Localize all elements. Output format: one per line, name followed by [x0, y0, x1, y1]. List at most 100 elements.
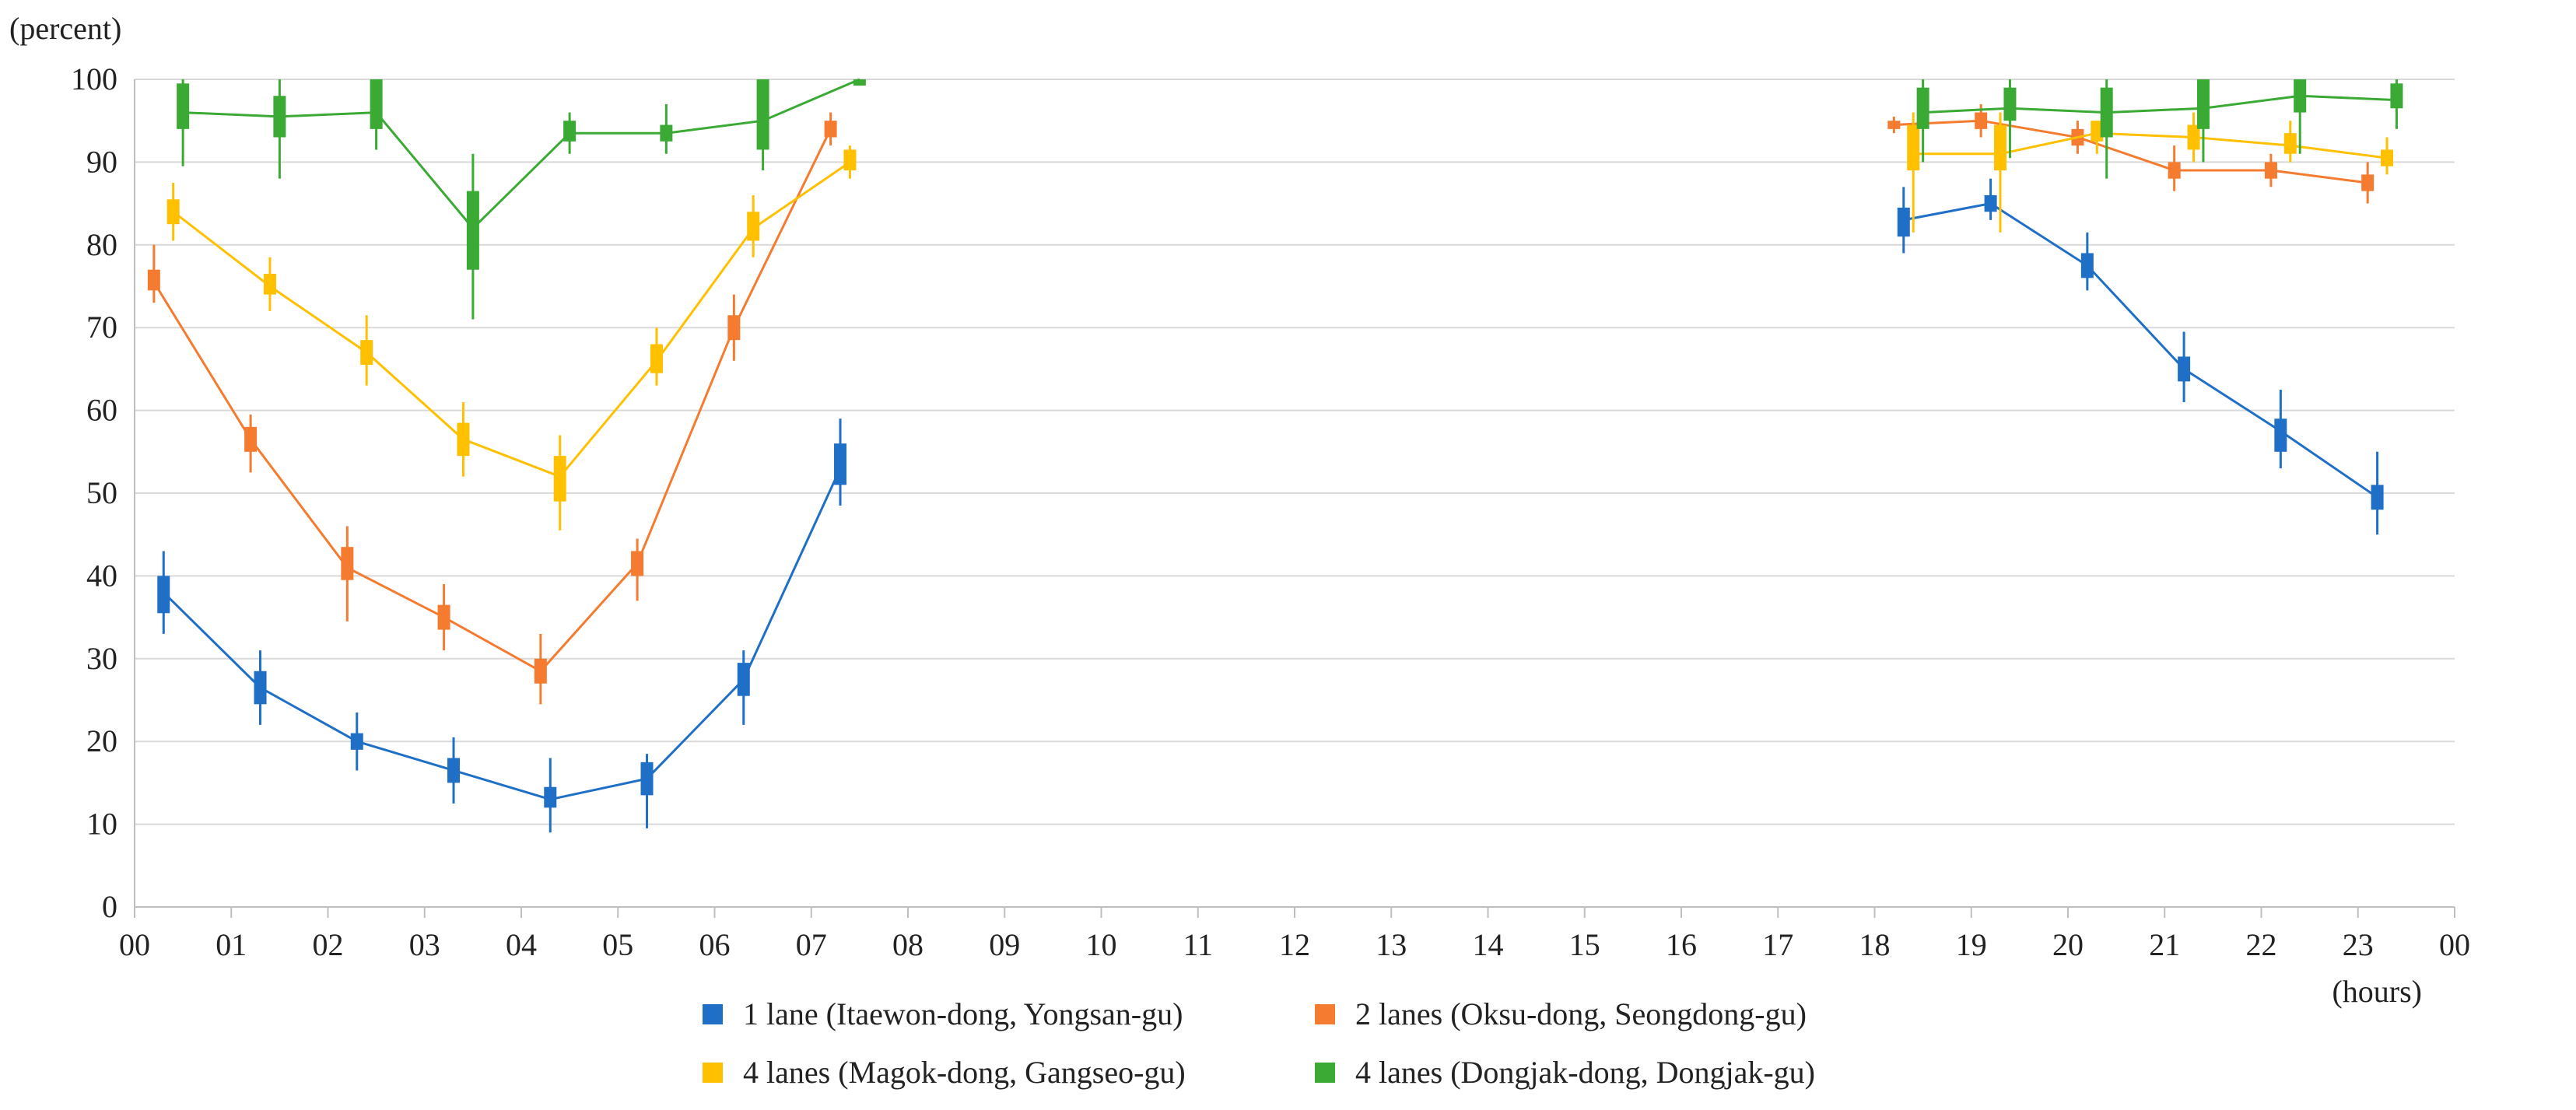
y-tick-label: 100 [71, 61, 117, 96]
x-tick-label: 10 [1086, 927, 1117, 962]
data-box [2196, 79, 2210, 129]
data-box [2390, 83, 2403, 109]
data-box [2264, 162, 2277, 179]
data-box [447, 758, 461, 783]
data-box [2371, 485, 2384, 510]
y-tick-label: 30 [86, 641, 117, 676]
y-tick-label: 10 [86, 807, 117, 842]
x-tick-label: 07 [796, 927, 827, 962]
series-line [1894, 119, 2368, 184]
data-box [1907, 124, 1920, 171]
x-tick-label: 21 [2149, 927, 2180, 962]
x-tick-label: 18 [1859, 927, 1891, 962]
data-box [1975, 112, 1988, 129]
data-series [147, 78, 2403, 833]
y-tick-label: 20 [86, 723, 117, 758]
data-box [350, 733, 363, 750]
data-box [2100, 87, 2113, 138]
y-axis-unit-label: (percent) [9, 11, 121, 46]
data-box [737, 663, 750, 696]
data-box [756, 79, 769, 150]
legend-swatch [703, 1004, 723, 1024]
legend-label: 2 lanes (Oksu-dong, Seongdong-gu) [1355, 996, 1807, 1031]
x-tick-label: 22 [2246, 927, 2277, 962]
data-box [2168, 162, 2181, 179]
series-1 [157, 178, 2384, 833]
data-box [853, 79, 866, 86]
series-line [163, 467, 842, 801]
series-line [1913, 131, 2388, 159]
data-box [1994, 124, 2007, 171]
x-tick-label: 13 [1376, 927, 1407, 962]
x-tick-label: 12 [1279, 927, 1310, 962]
data-box [534, 658, 547, 684]
x-tick-label: 04 [506, 927, 537, 962]
data-box [177, 83, 190, 129]
x-tick-label: 09 [989, 927, 1020, 962]
series-2 [147, 103, 2374, 705]
y-tick-label: 90 [86, 144, 117, 179]
data-box [1887, 121, 1901, 129]
data-box [157, 576, 170, 614]
y-tick-label: 40 [86, 558, 117, 593]
x-tick-label: 08 [892, 927, 924, 962]
axes [134, 79, 2455, 918]
x-tick-label: 15 [1569, 927, 1600, 962]
y-tick-label: 0 [102, 889, 117, 924]
data-box [273, 96, 286, 138]
x-tick-label: 17 [1762, 927, 1793, 962]
data-box [166, 199, 180, 225]
data-box [1897, 207, 1910, 237]
x-tick-label: 01 [216, 927, 247, 962]
data-box [553, 456, 566, 502]
data-box [747, 212, 760, 241]
data-box [631, 551, 644, 576]
series-line [172, 161, 851, 478]
data-box [2361, 174, 2374, 191]
x-tick-label: 20 [2052, 927, 2084, 962]
data-box [727, 315, 741, 341]
x-tick-label: 06 [699, 927, 731, 962]
x-tick-label: 19 [1956, 927, 1987, 962]
x-tick-label: 05 [602, 927, 633, 962]
data-box [2283, 133, 2297, 154]
x-tick-label: 16 [1666, 927, 1697, 962]
data-box [2294, 79, 2307, 113]
data-box [640, 762, 654, 796]
legend-swatch [703, 1063, 723, 1083]
data-box [2381, 149, 2394, 166]
y-tick-label: 50 [86, 475, 117, 510]
data-box [843, 149, 857, 171]
series-line [1903, 202, 2378, 499]
data-box [147, 269, 160, 291]
legend-swatch [1315, 1004, 1335, 1024]
x-tick-label: 14 [1473, 927, 1504, 962]
data-box [370, 79, 383, 129]
y-tick-label: 80 [86, 227, 117, 262]
data-box [2003, 87, 2017, 121]
data-box [263, 274, 276, 295]
data-box [1984, 194, 1997, 212]
x-tick-label: 11 [1183, 927, 1213, 962]
data-box [2187, 124, 2200, 150]
legend-label: 1 lane (Itaewon-dong, Yongsan-gu) [743, 996, 1183, 1031]
series-line [183, 78, 860, 230]
x-axis-unit-label: (hours) [2332, 974, 2422, 1009]
data-box [650, 344, 663, 373]
data-box [457, 422, 470, 457]
data-box [1916, 87, 1929, 129]
series-3 [166, 112, 2394, 530]
data-box [544, 786, 557, 808]
data-box [437, 604, 450, 630]
data-box [2091, 121, 2104, 142]
data-box [2178, 356, 2191, 382]
data-box [660, 124, 673, 142]
x-tick-label: 02 [313, 927, 344, 962]
x-tick-label: 00 [2439, 927, 2470, 962]
data-box [834, 443, 847, 485]
x-tick-label: 00 [119, 927, 150, 962]
legend-swatch [1315, 1063, 1335, 1083]
series-line [1922, 94, 2397, 114]
